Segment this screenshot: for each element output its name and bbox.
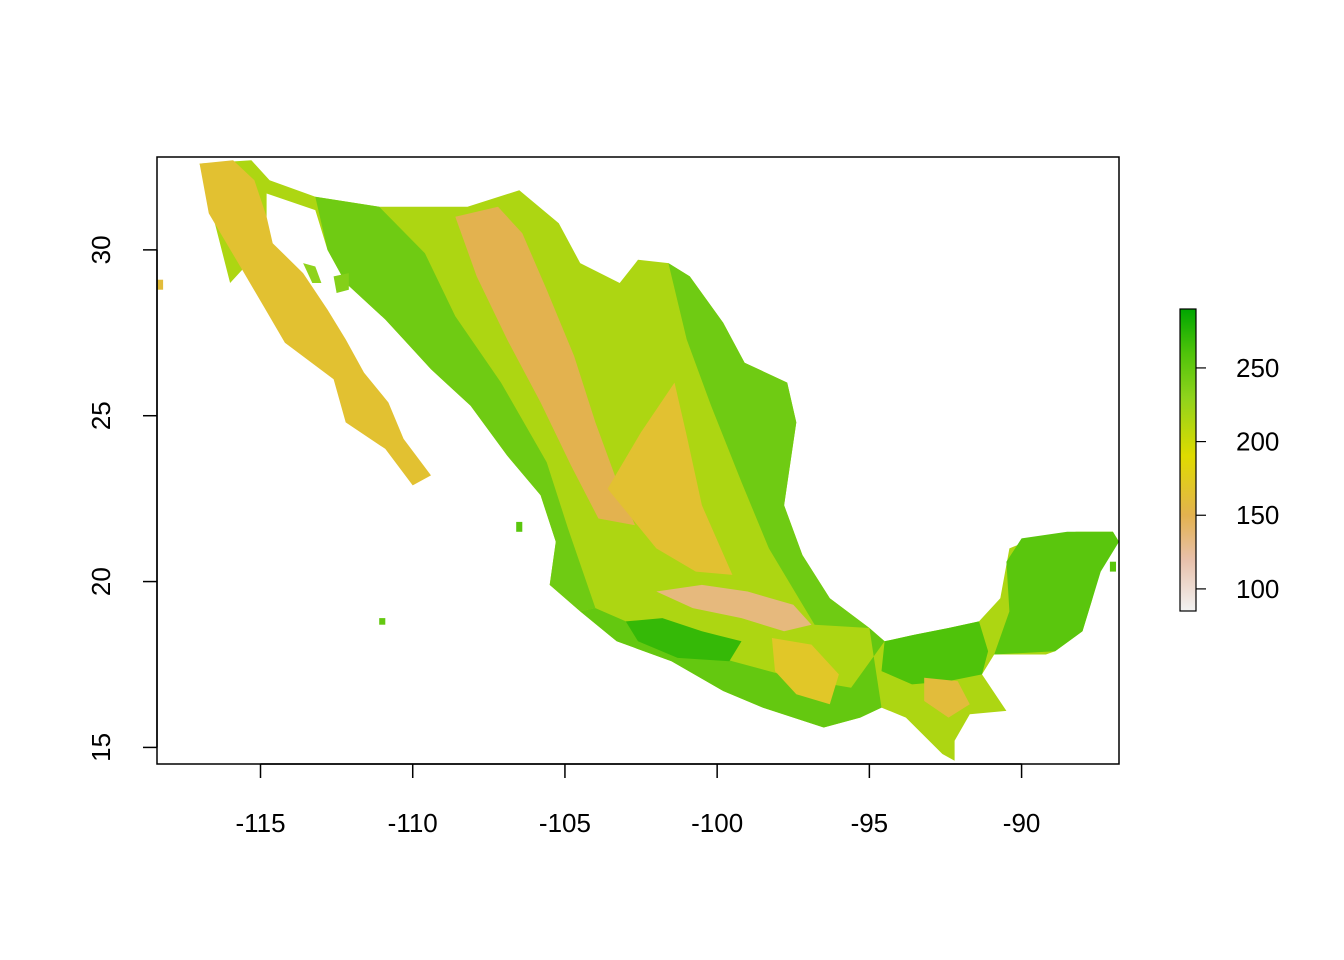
region-sierra-madre-occidental [455,206,635,526]
x-tick-label: -105 [539,808,591,838]
x-tick-label: -100 [691,808,743,838]
legend-tick-label: 250 [1236,353,1279,383]
x-tick-label: -115 [235,808,285,838]
region-central-plateau [607,382,733,575]
legend-tick-label: 100 [1236,574,1279,604]
region-isla-cozumel [1109,561,1116,572]
legend-tick-label: 150 [1236,500,1279,530]
y-tick-label: 20 [86,567,116,596]
y-tick-label: 25 [86,401,116,430]
region-isla-angel-de-la-guarda [303,263,322,283]
x-tick-label: -90 [1003,808,1041,838]
region-isla-socorro [379,618,386,625]
y-tick-label: 30 [86,235,116,264]
legend-color-bar [1179,308,1197,612]
color-legend: 100 150 200 250 [1179,308,1279,612]
legend-tick-label: 200 [1236,427,1279,457]
legend-ticks: 100 150 200 250 [1196,353,1279,604]
region-isla-tres-marias [516,521,523,532]
region-balsas-depression [625,618,742,662]
region-gulf-coastal-plain [668,263,870,628]
region-chiapas-highlands [924,677,970,718]
region-isla-guadalupe [157,279,164,290]
x-tick-label: -95 [851,808,889,838]
region-trans-volcanic-highlands [656,584,812,632]
region-pacific-slope-west [315,196,596,612]
x-tick-label: -110 [388,808,438,838]
region-chiapas-lowlands [881,621,989,685]
region-baja-california [199,160,431,486]
region-oaxaca-highlands [771,638,839,705]
map-raster [157,160,1119,761]
region-yucatan-peninsula [994,531,1119,655]
x-axis: -115 -110 -105 -100 -95 -90 [235,763,1041,838]
y-tick-label: 15 [86,733,116,762]
region-isla-tiburon [333,273,349,293]
y-axis: 15 20 25 30 [86,235,158,762]
